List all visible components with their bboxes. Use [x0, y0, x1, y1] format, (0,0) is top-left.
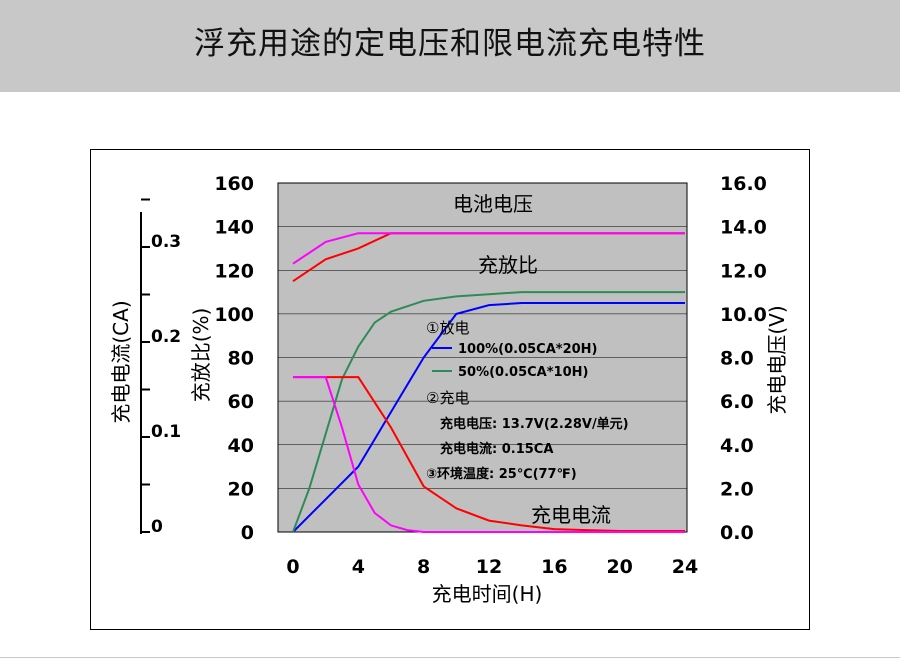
x-tick-label: 4 — [352, 556, 365, 578]
right-voltage-tick-label: 2.0 — [720, 478, 754, 500]
left-percent-tick-label: 140 — [214, 217, 254, 239]
right-voltage-tick-label: 0.0 — [720, 522, 754, 544]
discharge-heading: ①放电 — [426, 319, 469, 337]
left-percent-tick-label: 100 — [214, 304, 254, 326]
right-voltage-tick-label: 16.0 — [720, 173, 767, 195]
x-tick-label: 8 — [417, 556, 430, 578]
page-title: 浮充用途的定电压和限电流充电特性 — [194, 26, 706, 62]
left-percent-tick-label: 20 — [228, 478, 254, 500]
left-percent-tick-label: 40 — [228, 435, 254, 457]
legend-100-text: 100%(0.05CA*20H) — [458, 342, 598, 357]
x-tick-label: 12 — [476, 556, 502, 578]
right-voltage-tick-label: 4.0 — [720, 435, 754, 457]
left-percent-tick-label: 60 — [228, 391, 254, 413]
header-bar: 浮充用途的定电压和限电流充电特性 — [0, 0, 900, 92]
left-current-axis-title: 充电电流(CA) — [109, 300, 133, 423]
battery-voltage-label: 电池电压 — [453, 192, 533, 216]
left-current-tick-label: 0.2 — [151, 327, 181, 347]
legend-50-text: 50%(0.05CA*10H) — [458, 365, 588, 380]
x-tick-label: 0 — [286, 556, 299, 578]
series-line-v50 — [292, 232, 685, 265]
environment-text: ③环境温度: 25℃(77℉) — [426, 466, 577, 482]
charge-current-label: 充电电流 — [531, 503, 611, 527]
right-voltage-tick-label: 10.0 — [720, 304, 767, 326]
right-voltage-axis-title: 充电电压(V) — [765, 305, 789, 414]
charge-current-text: 充电电流: 0.15CA — [440, 441, 553, 457]
charge-heading: ②充电 — [426, 389, 469, 407]
left-percent-tick-label: 0 — [241, 522, 254, 544]
right-voltage-tick-label: 12.0 — [720, 260, 767, 282]
left-current-tick-label: 0.1 — [151, 422, 181, 442]
series-line-i100 — [293, 376, 685, 532]
x-axis-title: 充电时间(H) — [432, 582, 543, 606]
series-line-i50 — [293, 376, 685, 533]
x-tick-label: 16 — [541, 556, 567, 578]
right-voltage-tick-label: 6.0 — [720, 391, 754, 413]
left-percent-tick-label: 80 — [228, 348, 254, 370]
charge-ratio-label: 充放比 — [478, 253, 538, 277]
bottom-rule — [0, 657, 900, 658]
left-percent-tick-label: 120 — [214, 260, 254, 282]
series-line-c50 — [292, 291, 685, 533]
right-voltage-tick-label: 8.0 — [720, 348, 754, 370]
left-percent-axis-title: 充放比(%) — [189, 308, 213, 403]
left-percent-tick-label: 160 — [214, 173, 254, 195]
charge-voltage-text: 充电电压: 13.7V(2.28V/单元) — [440, 416, 629, 432]
left-current-tick-label: 0 — [151, 517, 163, 537]
left-current-tick-label: 0.3 — [151, 232, 181, 252]
x-tick-label: 24 — [672, 556, 698, 578]
series-line-c100 — [292, 302, 685, 533]
x-tick-label: 20 — [606, 556, 632, 578]
right-voltage-tick-label: 14.0 — [720, 217, 767, 239]
